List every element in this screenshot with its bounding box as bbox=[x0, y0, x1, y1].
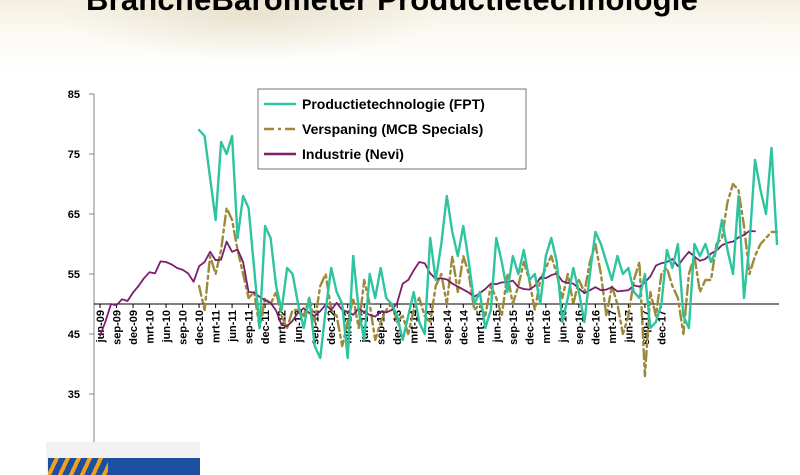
x-tick-label: mrt-16 bbox=[541, 310, 553, 344]
x-tick-label: jun-11 bbox=[227, 310, 239, 343]
page-title: BrancheBarometer Productietechnologie bbox=[86, 0, 800, 18]
x-tick-label: mrt-11 bbox=[211, 310, 223, 343]
x-tick-label: sep-15 bbox=[508, 310, 520, 345]
series-line-0 bbox=[197, 128, 779, 360]
x-tick-label: sep-11 bbox=[244, 310, 256, 344]
legend-label: Industrie (Nevi) bbox=[302, 146, 404, 162]
logo-block bbox=[108, 458, 200, 475]
x-tick-label: dec-14 bbox=[458, 309, 470, 345]
background-wash bbox=[0, 0, 800, 70]
x-tick-label: dec-11 bbox=[260, 310, 272, 344]
company-logo-icon bbox=[46, 442, 200, 475]
y-tick-label: 85 bbox=[68, 89, 80, 101]
legend-box bbox=[257, 88, 527, 170]
x-tick-label: sep-09 bbox=[112, 310, 124, 345]
x-tick-label: jun-17 bbox=[623, 310, 635, 343]
x-tick-label: jun-16 bbox=[557, 310, 569, 343]
y-tick-label: 45 bbox=[68, 329, 80, 341]
x-tick-label: dec-17 bbox=[656, 310, 668, 345]
series-line-1 bbox=[197, 182, 779, 378]
y-tick-label: 65 bbox=[68, 209, 80, 221]
x-tick-label: mrt-17 bbox=[607, 310, 619, 344]
x-tick-label: sep-13 bbox=[376, 310, 388, 345]
y-tick-label: 75 bbox=[68, 149, 80, 161]
x-tick-label: dec-16 bbox=[590, 310, 602, 345]
x-tick-label: sep-10 bbox=[178, 310, 190, 345]
x-tick-label: jun-10 bbox=[161, 310, 173, 343]
x-tick-label: dec-12 bbox=[326, 310, 338, 345]
x-tick-label: jun-15 bbox=[491, 310, 503, 343]
x-tick-label: mrt-10 bbox=[145, 310, 157, 344]
x-tick-label: dec-15 bbox=[524, 310, 536, 345]
x-tick-label: jun-09 bbox=[95, 310, 107, 343]
y-tick-label: 55 bbox=[68, 269, 80, 281]
legend-label: Productietechnologie (FPT) bbox=[302, 96, 485, 112]
y-tick-label: 35 bbox=[68, 389, 80, 401]
x-tick-label: jun-14 bbox=[425, 309, 437, 343]
x-tick-label: dec-10 bbox=[194, 310, 206, 345]
x-tick-label: dec-09 bbox=[128, 310, 140, 345]
legend-label: Verspaning (MCB Specials) bbox=[302, 121, 483, 137]
logo-stripes bbox=[48, 458, 108, 475]
x-tick-label: sep-14 bbox=[442, 309, 454, 345]
